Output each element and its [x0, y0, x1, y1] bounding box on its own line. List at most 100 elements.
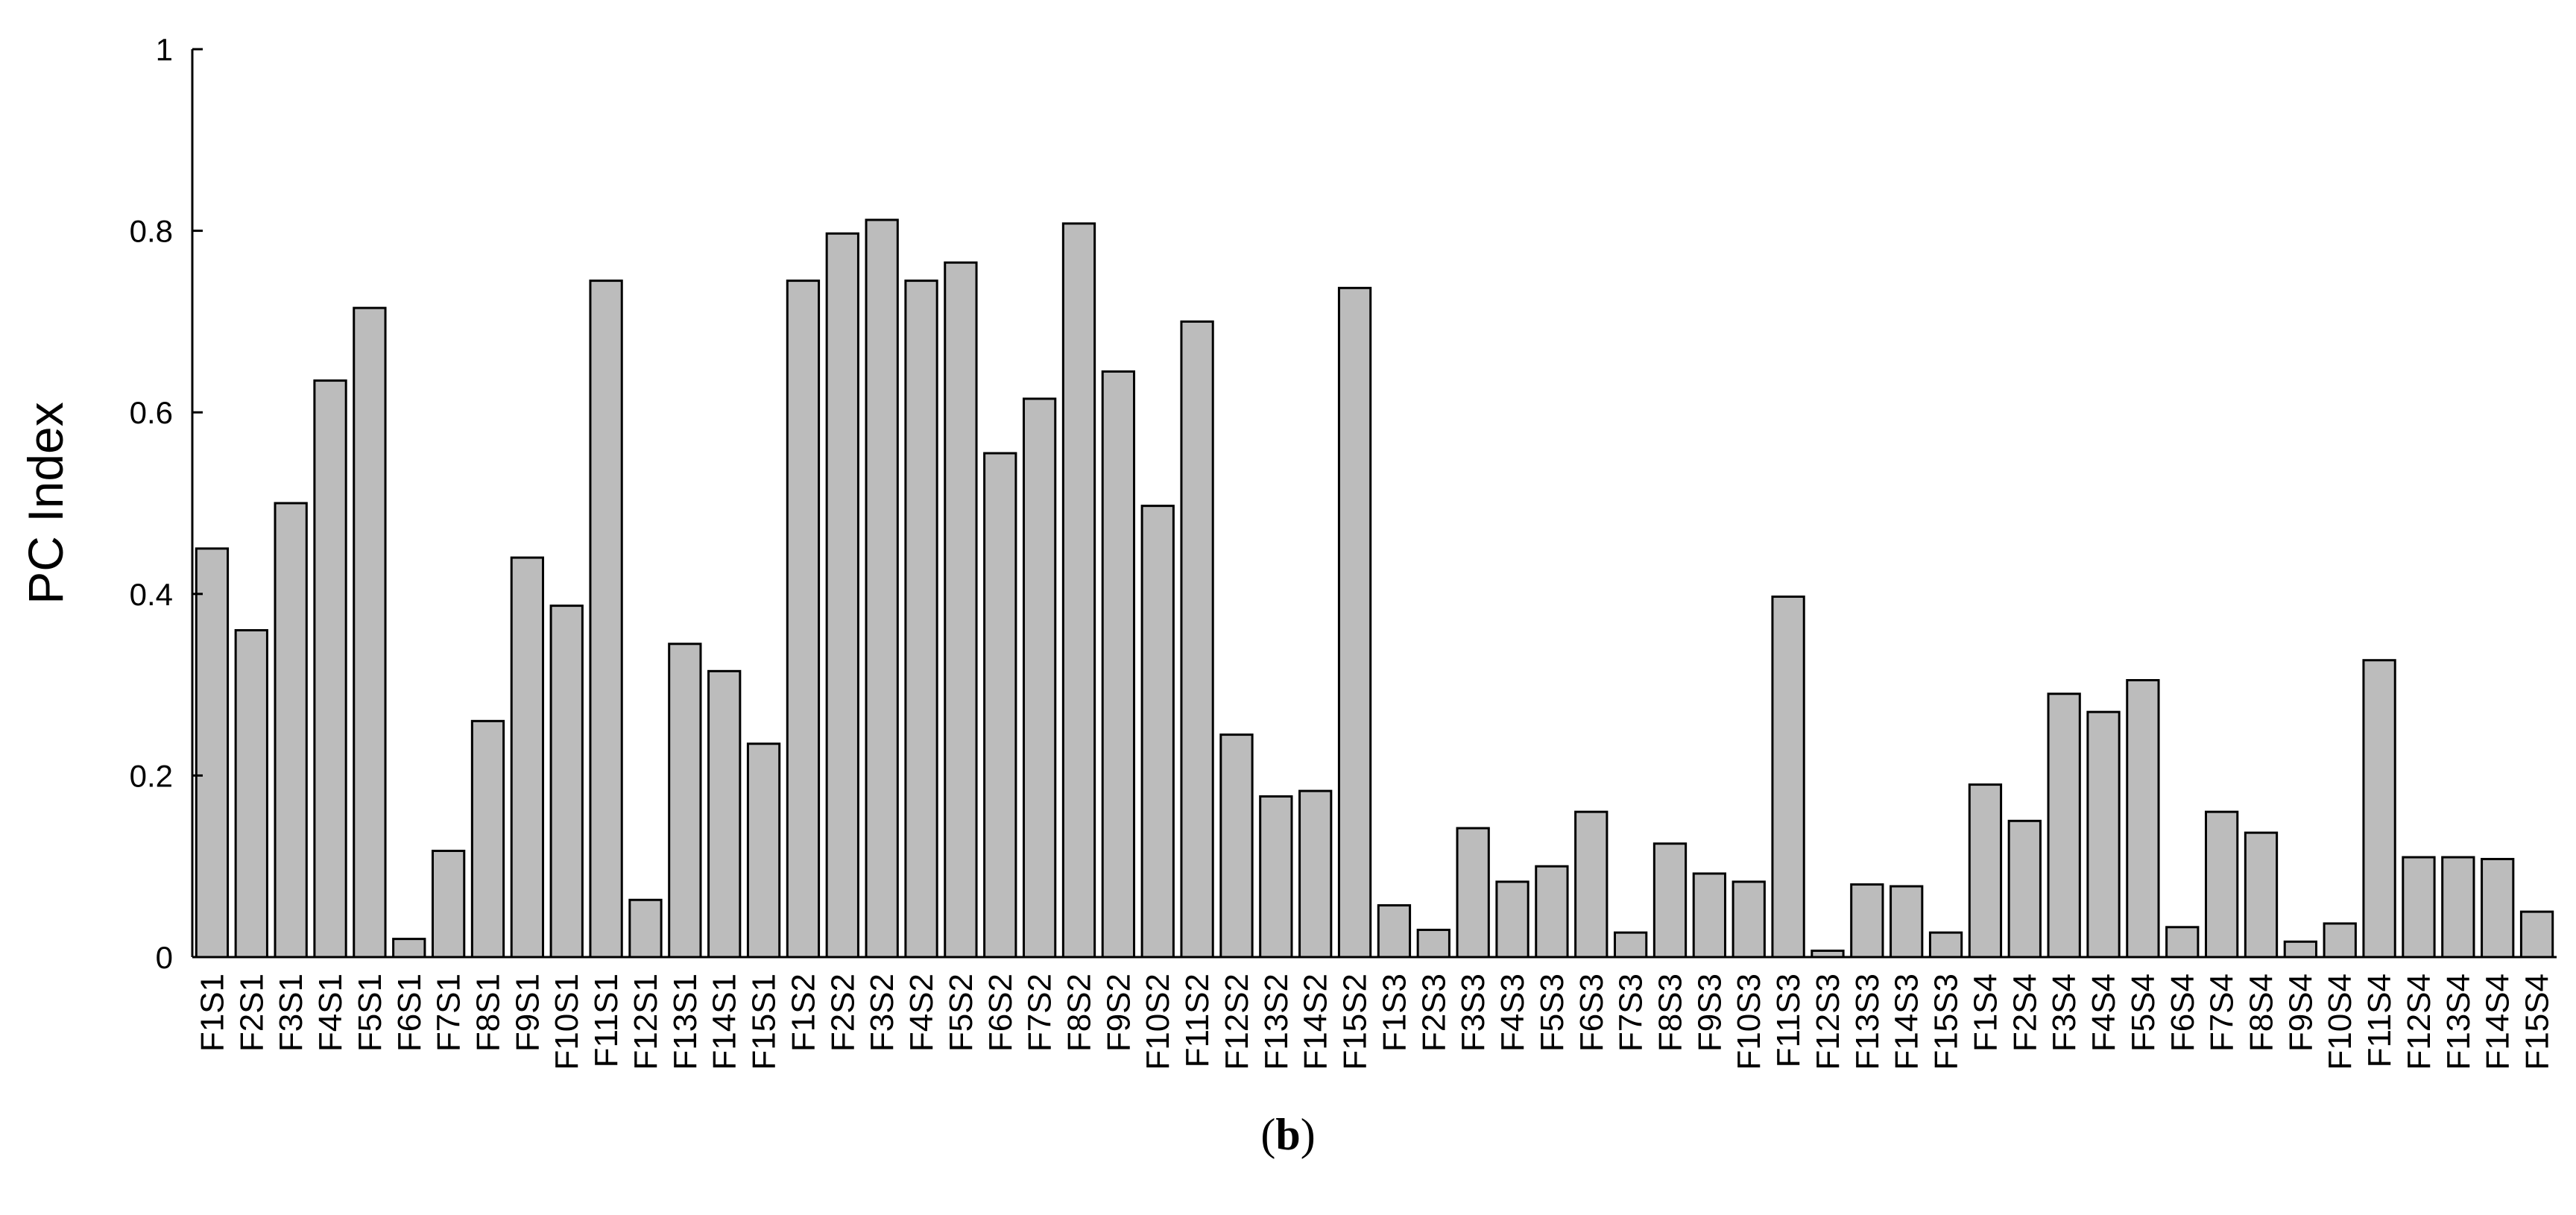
bar-f8s4 — [2244, 831, 2279, 959]
bar-f6s2 — [983, 452, 1017, 959]
x-tick-label: F10S3 — [1731, 973, 1767, 1070]
x-tick-label: F12S3 — [1810, 973, 1846, 1070]
bar-f10s1 — [549, 605, 584, 959]
bar-f2s2 — [825, 232, 859, 959]
bar-f11s2 — [1180, 320, 1214, 959]
figure-caption: (b) — [0, 1109, 2576, 1161]
bar-f1s3 — [1377, 904, 1412, 959]
bar-f13s3 — [1850, 883, 1884, 959]
bar-f4s3 — [1495, 880, 1530, 959]
x-tick-label: F7S1 — [431, 973, 467, 1052]
bar-f3s4 — [2047, 692, 2081, 959]
x-tick-label: F15S3 — [1928, 973, 1965, 1070]
x-tick-label: F10S4 — [2322, 973, 2358, 1070]
bar-f10s2 — [1140, 505, 1175, 959]
caption-open-paren: ( — [1260, 1110, 1276, 1159]
x-tick-label: F14S3 — [1889, 973, 1925, 1070]
bar-f10s4 — [2323, 922, 2357, 959]
bar-f10s3 — [1731, 880, 1766, 959]
x-tick-label: F3S1 — [273, 973, 309, 1052]
bar-f13s4 — [2441, 856, 2475, 959]
x-tick-label: F8S3 — [1652, 973, 1689, 1052]
x-tick-label: F9S2 — [1100, 973, 1137, 1052]
x-tick-label: F15S4 — [2519, 973, 2556, 1070]
x-tick-label: F5S2 — [943, 973, 979, 1052]
caption-letter: b — [1275, 1110, 1301, 1159]
bar-f14s3 — [1890, 885, 1924, 959]
x-tick-label: F1S3 — [1376, 973, 1412, 1052]
x-tick-label: F12S4 — [2401, 973, 2437, 1070]
y-tick-label: 0 — [156, 940, 173, 975]
bar-f15s2 — [1337, 286, 1372, 959]
x-tick-label: F4S3 — [1494, 973, 1531, 1052]
bar-f1s2 — [786, 280, 821, 959]
bar-f7s3 — [1613, 931, 1648, 959]
x-tick-label: F1S4 — [1967, 973, 2004, 1052]
axes — [191, 48, 2557, 959]
bar-f9s3 — [1692, 872, 1727, 959]
bar-f9s4 — [2283, 940, 2318, 959]
x-tick-label: F1S2 — [785, 973, 821, 1052]
x-tick-label: F14S2 — [1298, 973, 1334, 1070]
bar-f5s2 — [944, 261, 978, 959]
bar-f6s4 — [2165, 926, 2200, 959]
x-tick-labels: F1S1 F2S1 F3S1 F4S1 F5S1 F6S1 F7S1 F8S1 F9S1 F10S… — [194, 973, 2555, 1070]
bar-f8s3 — [1652, 842, 1688, 959]
x-tick-label: F1S1 — [194, 973, 230, 1052]
bar-f7s4 — [2204, 810, 2239, 959]
x-tick-label: F6S3 — [1573, 973, 1610, 1052]
bar-f5s1 — [353, 306, 387, 959]
bar-f8s1 — [470, 719, 505, 959]
x-tick-label: F6S1 — [391, 973, 428, 1052]
y-tick-label: 0.8 — [130, 214, 173, 249]
bar-f3s2 — [865, 218, 899, 959]
bar-f6s1 — [392, 938, 426, 959]
x-tick-label: F7S4 — [2204, 973, 2241, 1052]
x-tick-label: F3S2 — [864, 973, 900, 1052]
bar-f12s2 — [1219, 733, 1254, 959]
x-tick-label: F13S3 — [1849, 973, 1886, 1070]
bar-f15s1 — [746, 742, 781, 959]
x-tick-label: F6S2 — [982, 973, 1019, 1052]
y-tick-label: 0.4 — [130, 577, 173, 612]
x-tick-label: F11S4 — [2361, 973, 2398, 1067]
x-tick-label: F11S1 — [588, 973, 625, 1067]
x-tick-label: F8S2 — [1061, 973, 1098, 1052]
x-tick-label: F4S4 — [2086, 973, 2122, 1052]
bars — [195, 218, 2554, 959]
x-tick-label: F6S4 — [2165, 973, 2201, 1052]
bar-f3s3 — [1456, 827, 1490, 959]
x-tick-label: F10S2 — [1140, 973, 1176, 1070]
x-tick-label: F3S3 — [1455, 973, 1491, 1052]
bar-f14s4 — [2481, 857, 2515, 959]
x-tick-label: F9S4 — [2282, 973, 2319, 1052]
bar-f13s1 — [668, 643, 702, 959]
bar-f4s4 — [2086, 710, 2121, 959]
bar-f3s1 — [274, 502, 308, 959]
bar-f2s1 — [234, 629, 268, 959]
x-tick-label: F7S2 — [1022, 973, 1058, 1052]
x-tick-label: F14S4 — [2480, 973, 2516, 1070]
y-tick-label: 1 — [156, 32, 173, 67]
y-axis-title: PC Index — [18, 402, 73, 604]
x-tick-label: F3S4 — [2046, 973, 2083, 1052]
bar-f14s1 — [707, 669, 742, 959]
x-tick-label: F11S2 — [1179, 973, 1216, 1067]
x-tick-label: F15S2 — [1337, 973, 1374, 1070]
x-tick-label: F15S1 — [746, 973, 783, 1070]
x-tick-label: F8S1 — [470, 973, 507, 1052]
x-tick-label: F10S1 — [549, 973, 585, 1070]
x-tick-label: F9S3 — [1691, 973, 1728, 1052]
bar-f11s4 — [2362, 659, 2396, 959]
x-tick-label: F2S4 — [2007, 973, 2043, 1052]
x-tick-label: F4S1 — [312, 973, 349, 1052]
bar-f9s1 — [510, 556, 545, 959]
x-tick-label: F8S4 — [2244, 973, 2280, 1052]
x-tick-label: F12S2 — [1219, 973, 1255, 1070]
y-tick-labels: 0 0.2 0.4 0.6 0.8 1 — [130, 32, 173, 975]
x-tick-label: F5S1 — [352, 973, 388, 1052]
bar-f9s2 — [1101, 370, 1136, 959]
y-tick-label: 0.2 — [130, 758, 173, 793]
x-tick-label: F12S1 — [628, 973, 664, 1070]
